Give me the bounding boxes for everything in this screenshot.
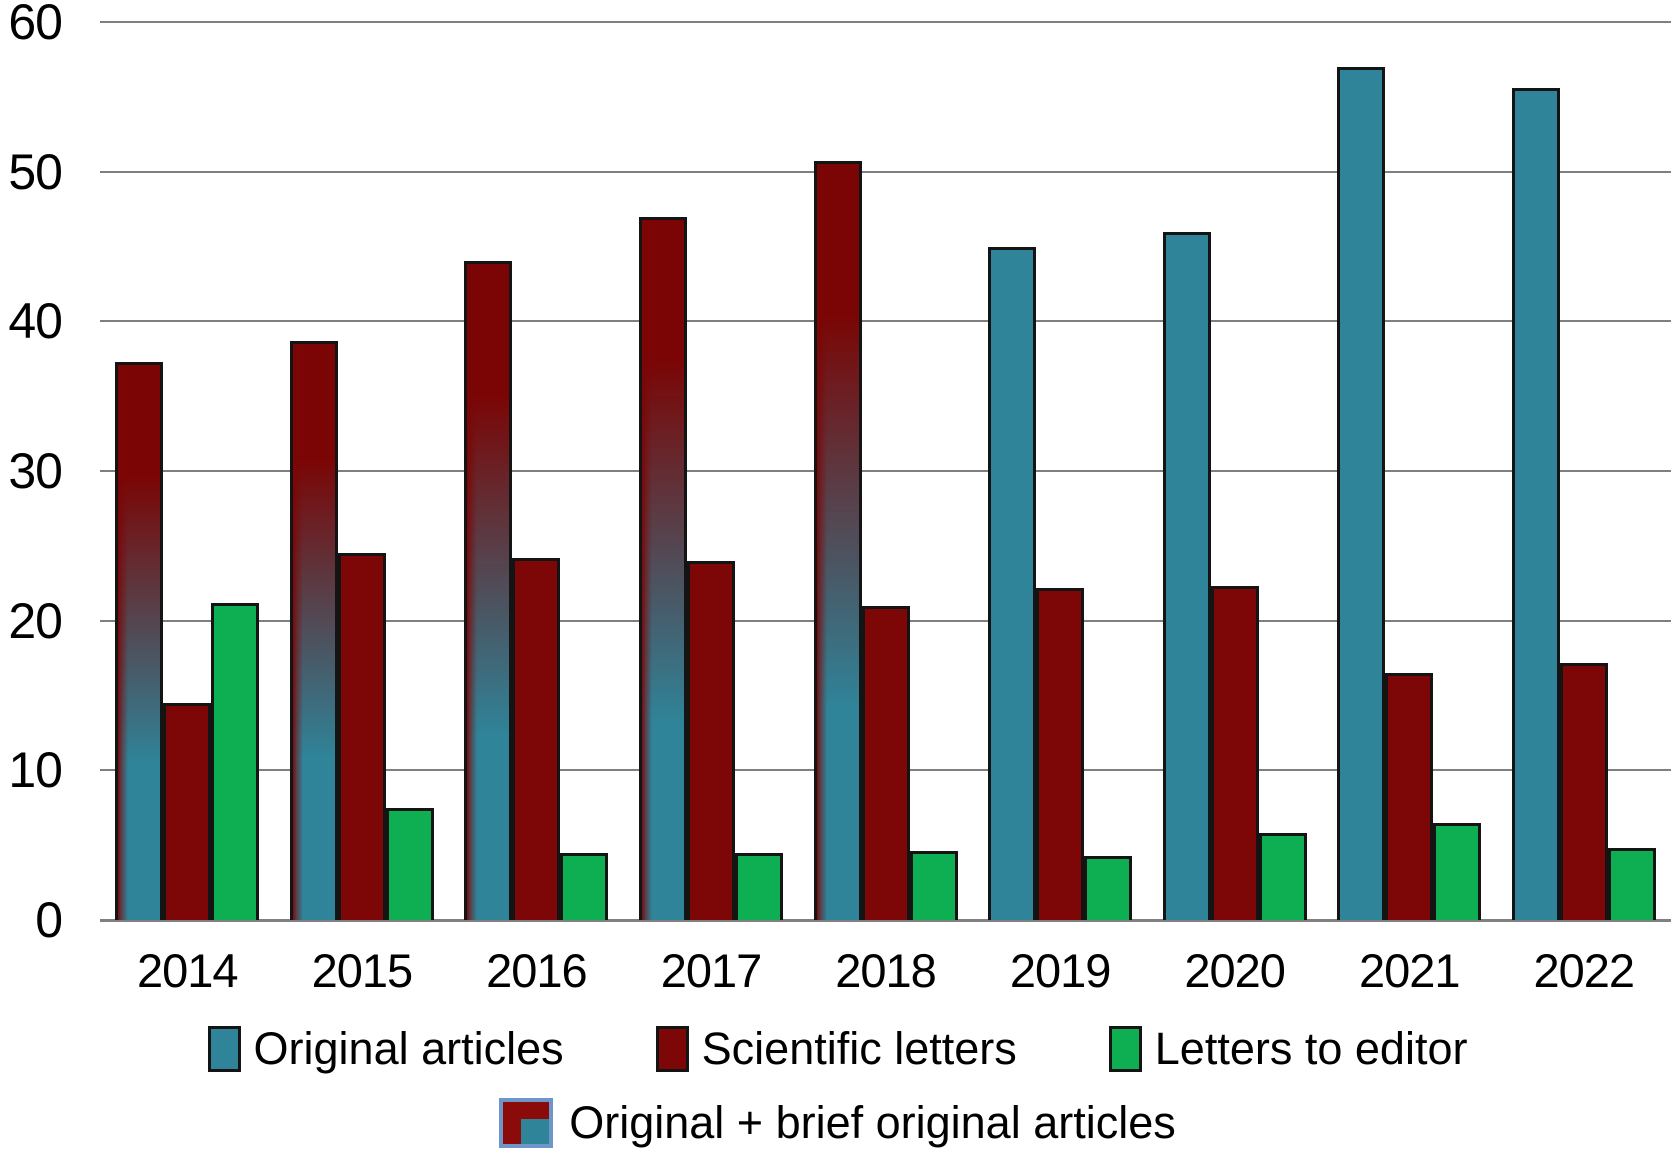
bar-group-2021 [1322,22,1497,920]
y-axis-tick-label: 30 [8,443,63,499]
x-axis-tick-label: 2014 [137,944,239,997]
x-axis-tick-label: 2015 [311,944,414,997]
gridline [100,320,1671,323]
bar-group-2017 [624,22,799,920]
bar-scientific-letters-2015 [337,553,386,920]
legend-label: Scientific letters [701,1023,1017,1074]
bar-original-articles-2020 [1162,231,1211,920]
bar-scientific-letters-2014 [163,702,212,920]
bar-group-2018 [798,22,973,920]
x-axis-tick-label: 2018 [835,944,937,997]
bar-scientific-letters-2022 [1559,662,1608,920]
y-axis-tick-label: 20 [8,592,63,649]
legend-label: Original + brief original articles [569,1097,1176,1148]
bar-letters-to-editor-2021 [1433,822,1482,920]
legend-row-1: Original articles Scientific letters Lette… [0,1016,1675,1082]
x-axis-tick-label: 2021 [1358,944,1461,997]
bar-group-2022 [1497,22,1672,920]
y-axis-tick-label: 40 [8,293,63,350]
x-axis-tick-label: 2017 [660,944,763,997]
bar-scientific-letters-2017 [686,560,735,920]
x-axis-tick-label: 2016 [486,944,588,997]
gridline [100,21,1671,23]
bar-original-plus-brief-2017 [638,216,687,920]
bar-group-2016 [449,22,624,920]
bar-letters-to-editor-2018 [909,851,958,920]
legend-item-original-articles: Original articles [207,1016,564,1082]
y-axis-tick-label: 60 [8,0,63,50]
legend-swatch [207,1026,241,1072]
x-axis-tick-label: 2019 [1009,944,1112,997]
x-axis-tick-label: 2022 [1533,944,1636,997]
bar-letters-to-editor-2014 [211,602,260,920]
bar-original-articles-2022 [1511,87,1560,920]
legend-row-2: Original + brief original articles [0,1090,1675,1156]
legend-label: Letters to editor [1154,1023,1468,1074]
gridline [100,919,1671,922]
legend-swatch-teal-corner [520,1118,550,1144]
bar-original-articles-2019 [988,246,1037,920]
bar-group-2019 [973,22,1148,920]
bar-letters-to-editor-2015 [385,807,434,920]
legend-swatch [1108,1026,1142,1072]
bar-letters-to-editor-2016 [560,852,609,920]
legend-swatch-combined [499,1098,554,1148]
bar-scientific-letters-2020 [1210,586,1259,920]
plot-area [100,21,1671,922]
bar-original-articles-2021 [1337,66,1386,920]
bar-letters-to-editor-2022 [1607,848,1656,920]
y-axis-tick-label: 10 [8,742,63,799]
bar-original-plus-brief-2018 [813,161,862,920]
legend-swatch [655,1026,689,1072]
bar-groups [100,22,1671,920]
legend-item-scientific-letters: Scientific letters [655,1016,1017,1082]
x-axis-tick-label: 2020 [1184,944,1286,997]
legend-item-original-plus-brief-original-articles: Original + brief original articles [499,1090,1176,1156]
bar-original-plus-brief-2015 [289,340,338,920]
bar-original-plus-brief-2016 [464,261,513,920]
gridline [100,170,1671,173]
x-axis: 2014 2015 2016 2017 2018 2019 2020 2021 2022 [100,932,1671,1010]
bar-letters-to-editor-2020 [1258,833,1307,920]
bar-letters-to-editor-2019 [1084,855,1133,920]
legend-label: Original articles [253,1023,564,1074]
bar-group-2014 [100,22,275,920]
bar-scientific-letters-2018 [861,605,910,920]
gridline [100,470,1671,472]
bar-group-2020 [1147,22,1322,920]
y-axis-tick-label: 50 [8,143,63,200]
legend-item-letters-to-editor: Letters to editor [1108,1016,1468,1082]
bar-original-plus-brief-2014 [115,361,164,920]
bar-scientific-letters-2016 [512,557,561,920]
y-axis-tick-label: 0 [35,892,63,948]
bar-letters-to-editor-2017 [734,852,783,920]
bar-scientific-letters-2021 [1385,673,1434,920]
bar-scientific-letters-2019 [1036,587,1085,920]
bar-group-2015 [275,22,450,920]
